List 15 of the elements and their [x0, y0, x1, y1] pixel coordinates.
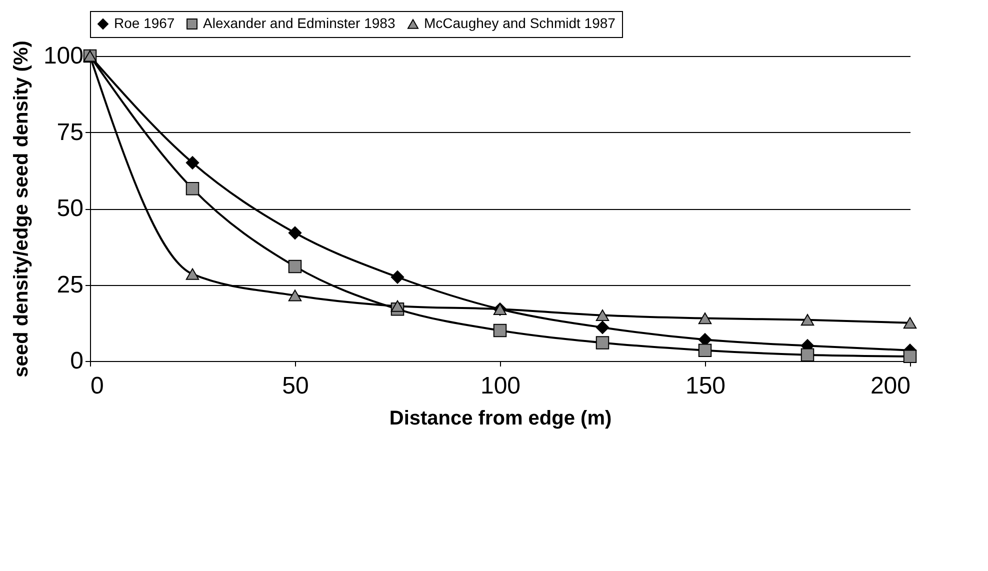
y-tick-label: 50	[56, 195, 84, 222]
y-axis-title: seed density/edge seed density (%)	[10, 40, 32, 378]
y-tick-label: 0	[70, 348, 84, 374]
y-tick-label: 100	[43, 42, 84, 70]
x-tick-label: 0	[90, 372, 104, 400]
x-tick-label: 100	[480, 372, 521, 400]
x-tick-label: 150	[685, 372, 726, 400]
y-tick-label: 75	[56, 118, 84, 146]
x-axis-title: Distance from edge (m)	[389, 408, 612, 430]
x-tick-label: 50	[282, 372, 309, 400]
legend-label: Alexander and Edminster 1983	[203, 15, 396, 31]
legend-label: Roe 1967	[114, 15, 175, 31]
x-tick-label: 200	[870, 372, 910, 400]
legend-label: McCaughey and Schmidt 1987	[424, 15, 616, 31]
y-tick-label: 25	[56, 271, 84, 298]
